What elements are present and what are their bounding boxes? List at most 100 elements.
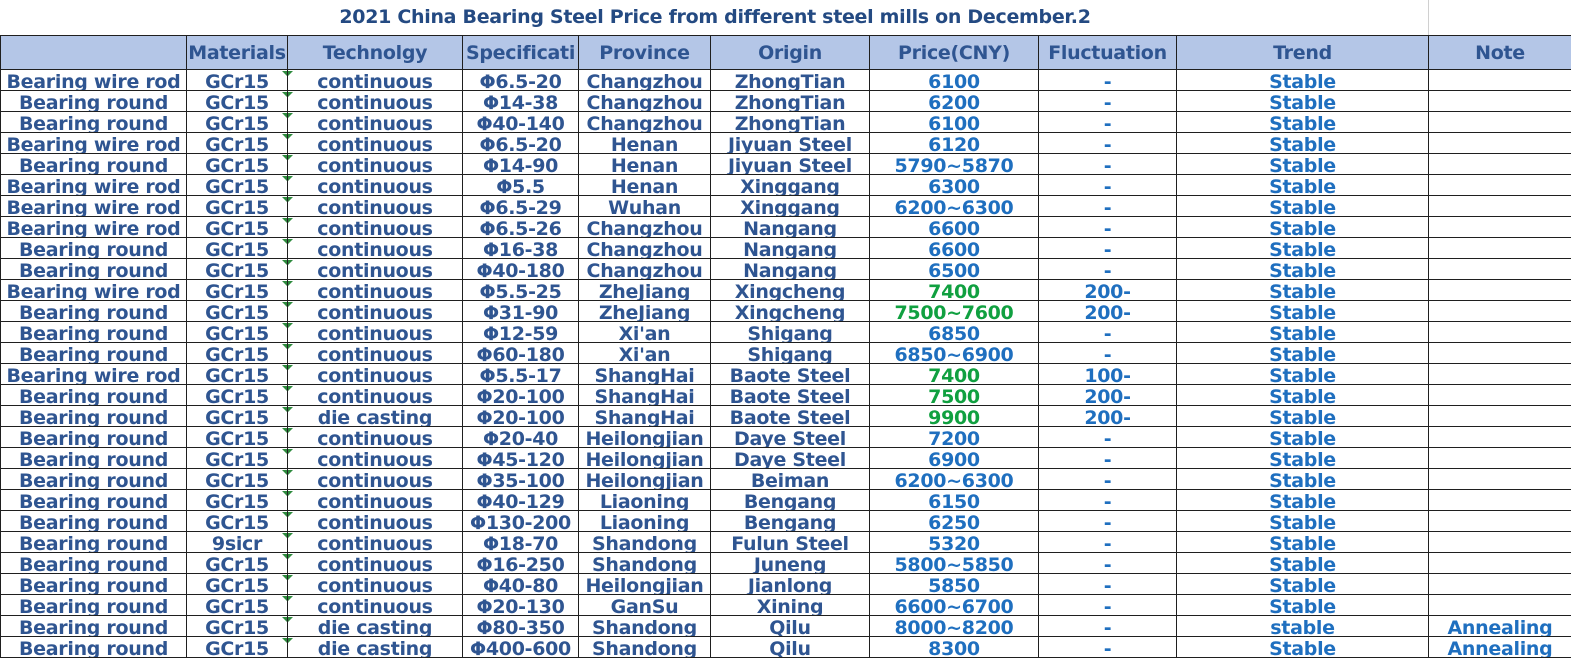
note-cell[interactable]: [1428, 468, 1571, 490]
technology-cell[interactable]: continuous: [287, 426, 463, 448]
trend-cell[interactable]: Stable: [1176, 594, 1429, 616]
trend-cell[interactable]: Stable: [1176, 69, 1429, 91]
product-cell[interactable]: Bearing round: [0, 237, 187, 259]
price-cell[interactable]: 8000~8200: [869, 615, 1039, 637]
trend-cell[interactable]: Stable: [1176, 237, 1429, 259]
province-cell[interactable]: Changzhou: [578, 90, 711, 112]
product-cell[interactable]: Bearing round: [0, 321, 187, 343]
origin-cell[interactable]: Daye Steel: [710, 426, 870, 448]
material-cell[interactable]: GCr15: [186, 552, 288, 574]
trend-cell[interactable]: Stable: [1176, 216, 1429, 238]
fluctuation-cell[interactable]: -: [1038, 216, 1177, 238]
column-header-origin[interactable]: Origin: [710, 35, 870, 70]
province-cell[interactable]: Heilongjian: [578, 573, 711, 595]
origin-cell[interactable]: Nangang: [710, 237, 870, 259]
material-cell[interactable]: GCr15: [186, 153, 288, 175]
origin-cell[interactable]: ZhongTian: [710, 90, 870, 112]
note-cell[interactable]: [1428, 426, 1571, 448]
specification-cell[interactable]: Φ16-250: [462, 552, 579, 574]
technology-cell[interactable]: continuous: [287, 531, 463, 553]
technology-cell[interactable]: continuous: [287, 573, 463, 595]
fluctuation-cell[interactable]: -: [1038, 468, 1177, 490]
column-header-trend[interactable]: Trend: [1176, 35, 1429, 70]
technology-cell[interactable]: continuous: [287, 321, 463, 343]
province-cell[interactable]: Wuhan: [578, 195, 711, 217]
product-cell[interactable]: Bearing round: [0, 489, 187, 511]
specification-cell[interactable]: Φ80-350: [462, 615, 579, 637]
technology-cell[interactable]: continuous: [287, 342, 463, 364]
technology-cell[interactable]: continuous: [287, 489, 463, 511]
trend-cell[interactable]: Stable: [1176, 342, 1429, 364]
origin-cell[interactable]: Xinggang: [710, 195, 870, 217]
price-cell[interactable]: 7500~7600: [869, 300, 1039, 322]
province-cell[interactable]: Changzhou: [578, 258, 711, 280]
technology-cell[interactable]: continuous: [287, 363, 463, 385]
province-cell[interactable]: Henan: [578, 132, 711, 154]
column-header-specification[interactable]: Specificati: [462, 35, 579, 70]
material-cell[interactable]: GCr15: [186, 468, 288, 490]
province-cell[interactable]: Changzhou: [578, 237, 711, 259]
material-cell[interactable]: GCr15: [186, 195, 288, 217]
material-cell[interactable]: GCr15: [186, 321, 288, 343]
fluctuation-cell[interactable]: -: [1038, 132, 1177, 154]
product-cell[interactable]: Bearing round: [0, 111, 187, 133]
product-cell[interactable]: Bearing round: [0, 426, 187, 448]
material-cell[interactable]: GCr15: [186, 132, 288, 154]
province-cell[interactable]: Changzhou: [578, 216, 711, 238]
note-cell[interactable]: [1428, 300, 1571, 322]
material-cell[interactable]: GCr15: [186, 216, 288, 238]
note-cell[interactable]: [1428, 573, 1571, 595]
price-cell[interactable]: 6200~6300: [869, 195, 1039, 217]
price-cell[interactable]: 5800~5850: [869, 552, 1039, 574]
trend-cell[interactable]: Stable: [1176, 90, 1429, 112]
price-cell[interactable]: 6850~6900: [869, 342, 1039, 364]
fluctuation-cell[interactable]: 200-: [1038, 405, 1177, 427]
note-cell[interactable]: [1428, 216, 1571, 238]
product-cell[interactable]: Bearing wire rod: [0, 279, 187, 301]
specification-cell[interactable]: Φ40-180: [462, 258, 579, 280]
origin-cell[interactable]: Juneng: [710, 552, 870, 574]
material-cell[interactable]: GCr15: [186, 300, 288, 322]
note-cell[interactable]: [1428, 531, 1571, 553]
column-header-price[interactable]: Price(CNY): [869, 35, 1039, 70]
price-cell[interactable]: 6300: [869, 174, 1039, 196]
trend-cell[interactable]: Stable: [1176, 531, 1429, 553]
trend-cell[interactable]: Stable: [1176, 174, 1429, 196]
province-cell[interactable]: Xi'an: [578, 342, 711, 364]
price-cell[interactable]: 9900: [869, 405, 1039, 427]
origin-cell[interactable]: Baote Steel: [710, 363, 870, 385]
price-cell[interactable]: 6900: [869, 447, 1039, 469]
trend-cell[interactable]: Stable: [1176, 132, 1429, 154]
specification-cell[interactable]: Φ40-129: [462, 489, 579, 511]
origin-cell[interactable]: Nangang: [710, 216, 870, 238]
price-cell[interactable]: 6850: [869, 321, 1039, 343]
material-cell[interactable]: GCr15: [186, 237, 288, 259]
price-cell[interactable]: 7500: [869, 384, 1039, 406]
specification-cell[interactable]: Φ40-140: [462, 111, 579, 133]
note-cell[interactable]: [1428, 195, 1571, 217]
origin-cell[interactable]: Jiyuan Steel: [710, 153, 870, 175]
technology-cell[interactable]: continuous: [287, 258, 463, 280]
specification-cell[interactable]: Φ6.5-26: [462, 216, 579, 238]
material-cell[interactable]: GCr15: [186, 69, 288, 91]
fluctuation-cell[interactable]: -: [1038, 111, 1177, 133]
province-cell[interactable]: Liaoning: [578, 489, 711, 511]
specification-cell[interactable]: Φ6.5-20: [462, 132, 579, 154]
technology-cell[interactable]: continuous: [287, 384, 463, 406]
fluctuation-cell[interactable]: -: [1038, 258, 1177, 280]
column-header-note[interactable]: Note: [1428, 35, 1571, 70]
technology-cell[interactable]: continuous: [287, 552, 463, 574]
technology-cell[interactable]: continuous: [287, 111, 463, 133]
specification-cell[interactable]: Φ6.5-29: [462, 195, 579, 217]
material-cell[interactable]: GCr15: [186, 384, 288, 406]
price-cell[interactable]: 6600: [869, 216, 1039, 238]
fluctuation-cell[interactable]: -: [1038, 195, 1177, 217]
province-cell[interactable]: ShangHai: [578, 384, 711, 406]
note-cell[interactable]: [1428, 447, 1571, 469]
trend-cell[interactable]: Stable: [1176, 405, 1429, 427]
origin-cell[interactable]: Shigang: [710, 321, 870, 343]
trend-cell[interactable]: Stable: [1176, 111, 1429, 133]
province-cell[interactable]: Xi'an: [578, 321, 711, 343]
specification-cell[interactable]: Φ400-600: [462, 636, 579, 658]
trend-cell[interactable]: Stable: [1176, 300, 1429, 322]
